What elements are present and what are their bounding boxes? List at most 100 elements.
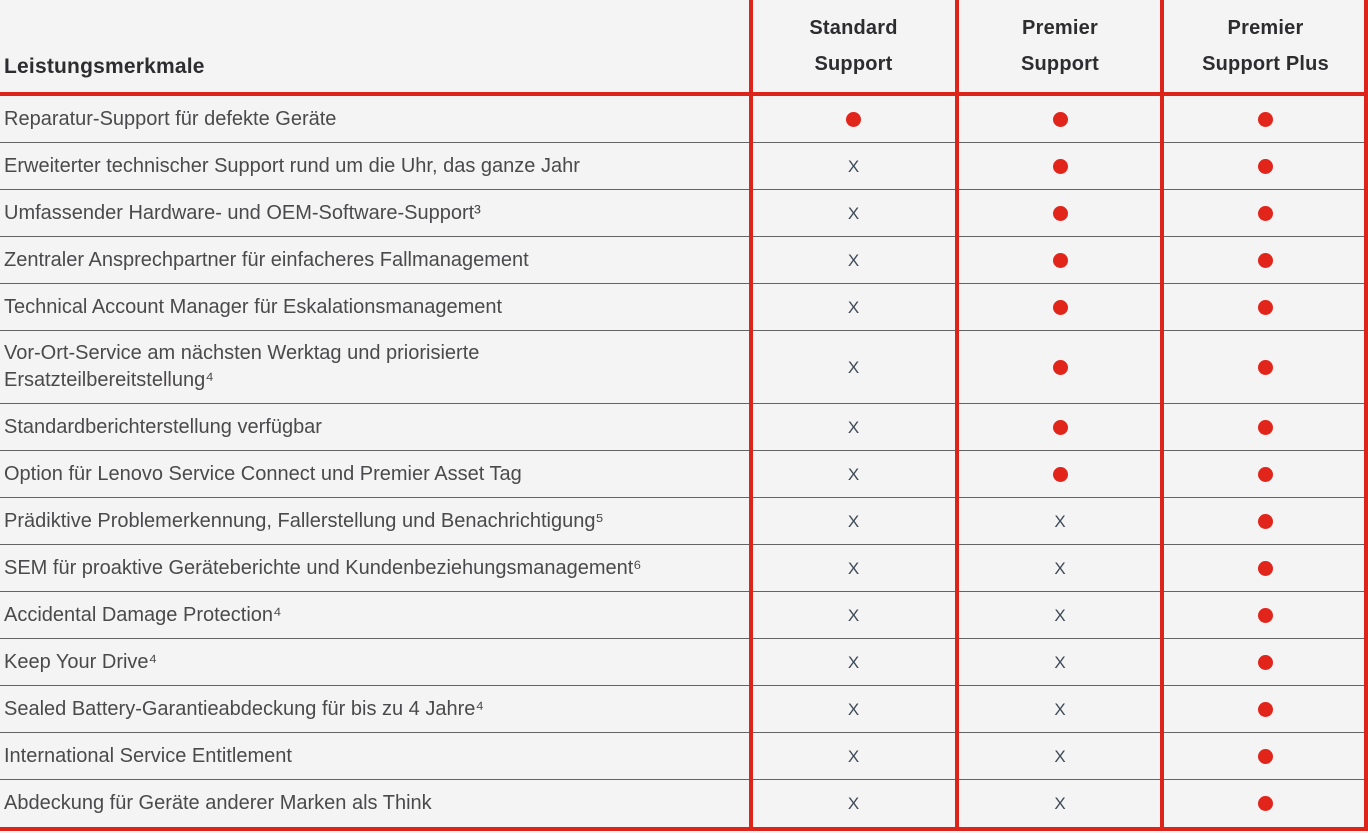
not-included-x-mark: X xyxy=(1054,511,1066,531)
premier-cell: X xyxy=(957,686,1163,732)
included-dot-icon xyxy=(1258,513,1273,529)
not-included-x-mark: X xyxy=(1054,699,1066,719)
table-row: Keep Your Drive⁴ X X xyxy=(0,639,1368,686)
premier_plus-cell xyxy=(1163,451,1368,497)
feature-label: Prädiktive Problemerkennung, Fallerstell… xyxy=(4,509,604,532)
included-dot-icon xyxy=(1052,205,1068,221)
premier-cell xyxy=(957,331,1163,403)
standard-cell: X xyxy=(750,404,957,450)
premier-cell xyxy=(957,143,1163,189)
table-header: Leistungsmerkmale Standard Support Premi… xyxy=(0,0,1368,92)
not-included-x-mark: X xyxy=(1054,746,1066,766)
included-dot-icon xyxy=(1258,560,1273,576)
plan-header-premier-support-plus: Premier Support Plus xyxy=(1202,17,1329,75)
feature-label: Abdeckung für Geräte anderer Marken als … xyxy=(4,792,432,814)
included-dot-icon xyxy=(1258,701,1273,717)
feature-label: Standardberichterstellung verfügbar xyxy=(4,415,322,438)
included-dot-icon xyxy=(1258,419,1273,435)
header-bottom-border xyxy=(0,92,1368,96)
table-row: Technical Account Manager für Eskalation… xyxy=(0,284,1368,331)
not-included-x-mark: X xyxy=(847,357,860,377)
not-included-x-mark: X xyxy=(847,250,860,270)
feature-label: Vor-Ort-Service am nächsten Werktag und … xyxy=(4,342,480,391)
included-dot-icon xyxy=(846,111,861,127)
not-included-x-mark: X xyxy=(847,558,860,578)
table-row: International Service Entitlement X X xyxy=(0,733,1368,780)
premier_plus-cell xyxy=(1163,780,1368,827)
included-dot-icon xyxy=(1258,359,1273,375)
premier_plus-cell xyxy=(1163,686,1368,732)
included-dot-icon xyxy=(1258,205,1273,221)
not-included-x-mark: X xyxy=(1054,605,1066,625)
table-row: Abdeckung für Geräte anderer Marken als … xyxy=(0,780,1368,827)
premier_plus-cell xyxy=(1163,733,1368,779)
table-row: Option für Lenovo Service Connect und Pr… xyxy=(0,451,1368,498)
premier-cell xyxy=(957,404,1163,450)
premier-cell xyxy=(957,284,1163,330)
table-body: Reparatur-Support für defekte Geräte Erwe… xyxy=(0,96,1368,827)
premier_plus-cell xyxy=(1163,592,1368,638)
premier-cell: X xyxy=(957,733,1163,779)
standard-cell: X xyxy=(750,639,957,685)
standard-cell: X xyxy=(750,331,957,403)
feature-label: Zentraler Ansprechpartner für einfachere… xyxy=(4,248,529,271)
premier-cell: X xyxy=(957,545,1163,591)
table-row: Prädiktive Problemerkennung, Fallerstell… xyxy=(0,498,1368,545)
included-dot-icon xyxy=(1052,359,1068,375)
not-included-x-mark: X xyxy=(847,699,860,719)
premier_plus-cell xyxy=(1163,639,1368,685)
included-dot-icon xyxy=(1258,748,1273,764)
premier_plus-cell xyxy=(1163,404,1368,450)
premier_plus-cell xyxy=(1163,237,1368,283)
table-row: Umfassender Hardware- und OEM-Software-S… xyxy=(0,190,1368,237)
standard-cell: X xyxy=(750,143,957,189)
plan-header-standard-support: Standard Support xyxy=(809,17,898,75)
not-included-x-mark: X xyxy=(847,417,860,437)
not-included-x-mark: X xyxy=(847,297,860,317)
premier_plus-cell xyxy=(1163,545,1368,591)
table-row: Reparatur-Support für defekte Geräte xyxy=(0,96,1368,143)
feature-label: Umfassender Hardware- und OEM-Software-S… xyxy=(4,201,481,224)
not-included-x-mark: X xyxy=(847,511,860,531)
premier-cell xyxy=(957,451,1163,497)
not-included-x-mark: X xyxy=(847,203,860,223)
column-divider-3 xyxy=(1160,0,1164,830)
included-dot-icon xyxy=(1052,466,1068,482)
table-row: Vor-Ort-Service am nächsten Werktag und … xyxy=(0,331,1368,404)
included-dot-icon xyxy=(1258,111,1273,127)
standard-cell: X xyxy=(750,498,957,544)
feature-label: Reparatur-Support für defekte Geräte xyxy=(4,107,337,130)
standard-cell: X xyxy=(750,237,957,283)
included-dot-icon xyxy=(1052,111,1068,127)
feature-label: Keep Your Drive⁴ xyxy=(4,650,158,673)
feature-label: Accidental Damage Protection⁴ xyxy=(4,603,282,626)
included-dot-icon xyxy=(1052,252,1068,268)
premier-cell xyxy=(957,237,1163,283)
column-divider-2 xyxy=(955,0,959,830)
feature-label: Option für Lenovo Service Connect und Pr… xyxy=(4,462,522,485)
standard-cell xyxy=(750,96,957,142)
standard-cell: X xyxy=(750,545,957,591)
premier-cell: X xyxy=(957,639,1163,685)
standard-cell: X xyxy=(750,190,957,236)
table-row: Erweiterter technischer Support rund um … xyxy=(0,143,1368,190)
not-included-x-mark: X xyxy=(847,605,860,625)
standard-cell: X xyxy=(750,451,957,497)
not-included-x-mark: X xyxy=(847,464,860,484)
not-included-x-mark: X xyxy=(847,746,860,766)
feature-label: Sealed Battery-Garantieabdeckung für bis… xyxy=(4,697,484,720)
table-row: Standardberichterstellung verfügbar X xyxy=(0,404,1368,451)
premier_plus-cell xyxy=(1163,190,1368,236)
table-bottom-border xyxy=(0,827,1368,831)
premier-cell: X xyxy=(957,780,1163,827)
not-included-x-mark: X xyxy=(1054,558,1066,578)
not-included-x-mark: X xyxy=(1054,652,1066,672)
standard-cell: X xyxy=(750,284,957,330)
not-included-x-mark: X xyxy=(847,156,860,176)
included-dot-icon xyxy=(1258,299,1273,315)
premier_plus-cell xyxy=(1163,96,1368,142)
feature-label: Erweiterter technischer Support rund um … xyxy=(4,154,580,177)
premier-cell xyxy=(957,190,1163,236)
standard-cell: X xyxy=(750,780,957,827)
included-dot-icon xyxy=(1258,466,1273,482)
